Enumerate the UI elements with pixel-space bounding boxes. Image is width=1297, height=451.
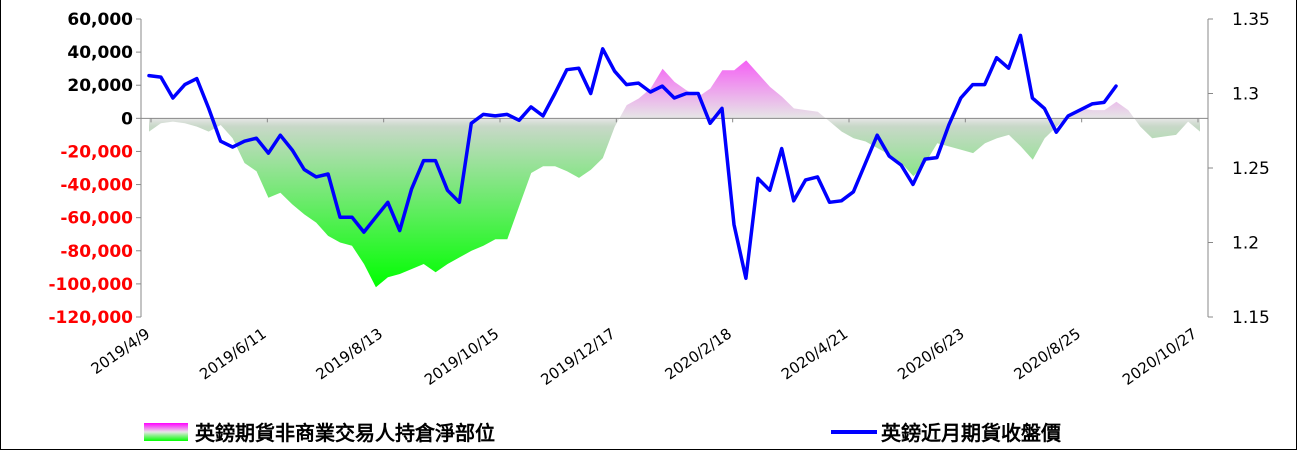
x-tick-label: 2020/6/23: [894, 325, 967, 384]
net-position-area: [149, 60, 1200, 288]
price-line: [147, 33, 1118, 281]
x-tick-label: 2020/8/25: [1011, 325, 1084, 384]
x-tick-label: 2019/10/15: [421, 325, 502, 389]
x-tick-label: 2020/4/21: [778, 325, 851, 384]
y-right-tick-label: 1.15: [1232, 308, 1270, 328]
price-line-layer: [147, 33, 1118, 281]
x-tick-label: 2019/4/9: [88, 325, 154, 378]
y-left-tick-label: -120,000: [49, 308, 134, 328]
x-tick-label: 2019/6/11: [196, 325, 269, 384]
axes-layer: [136, 18, 1213, 318]
x-tick-label: 2019/12/17: [537, 325, 618, 389]
x-tick-label: 2020/10/27: [1119, 325, 1200, 389]
y-left-tick-label: 20,000: [67, 76, 133, 96]
y-right-tick-label: 1.3: [1232, 85, 1259, 105]
y-left-tick-label: -80,000: [60, 242, 133, 262]
y-left-tick-label: -60,000: [60, 209, 133, 229]
y-left-tick-label: -20,000: [60, 142, 133, 162]
x-tick-label: 2020/2/18: [662, 325, 735, 384]
y-left-tick-label: -40,000: [60, 176, 133, 196]
y-left-tick-label: 40,000: [67, 43, 133, 63]
y-right-tick-label: 1.2: [1232, 234, 1259, 254]
y-right-tick-label: 1.25: [1232, 159, 1270, 179]
axis-labels-layer: 60,000 40,000 20,000 0 -20,000 -40,000 -60,000…: [49, 10, 1270, 389]
legend-area-swatch: [144, 423, 188, 441]
y-left-tick-label: 60,000: [67, 10, 133, 30]
y-right-tick-label: 1.35: [1232, 10, 1270, 30]
y-left-tick-label: 0: [121, 109, 133, 129]
net-position-area-layer: [149, 60, 1200, 288]
legend-line-label: 英鎊近月期貨收盤價: [881, 421, 1062, 445]
x-tick-label: 2019/8/13: [313, 325, 386, 384]
legend-area-label: 英鎊期貨非商業交易人持倉淨部位: [195, 421, 495, 445]
legend: 英鎊期貨非商業交易人持倉淨部位 英鎊近月期貨收盤價: [144, 421, 1062, 445]
y-left-tick-label: -100,000: [49, 275, 134, 295]
